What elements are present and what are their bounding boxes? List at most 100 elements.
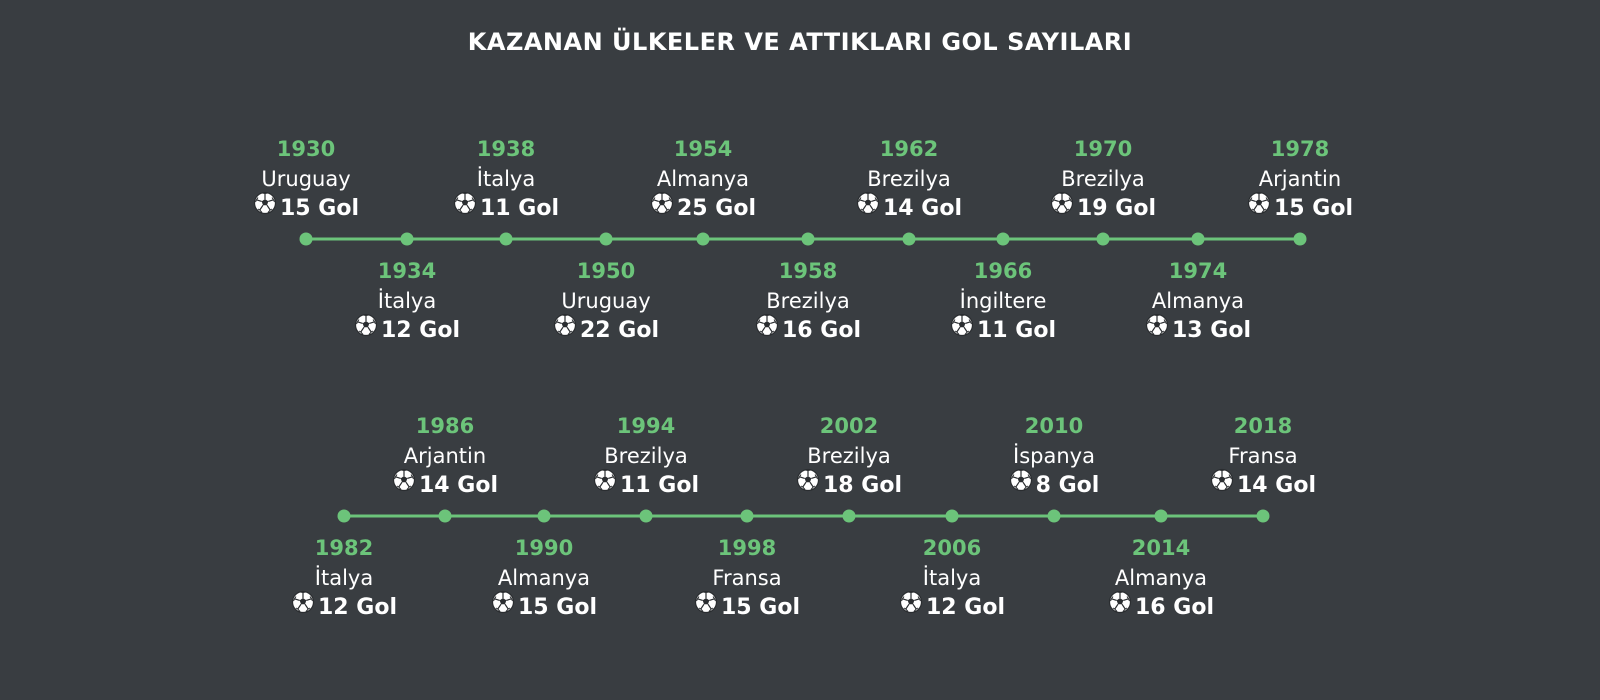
event-country: İngiltere [959, 289, 1047, 313]
event-goals: 11 Gol [918, 313, 1088, 346]
soccer-ball-icon [950, 313, 974, 346]
event-goals-text: 8 Gol [1035, 473, 1100, 498]
soccer-ball-icon [1247, 191, 1271, 224]
soccer-ball-icon [291, 590, 315, 623]
event-country: Almanya [656, 167, 750, 191]
infographic-title: KAZANAN ÜLKELER VE ATTIKLARI GOL SAYILAR… [467, 28, 1133, 56]
timeline-event: 1966 İngiltere 11 Gol [918, 256, 1088, 346]
event-goals: 15 Gol [221, 191, 391, 224]
event-goals: 12 Gol [322, 313, 492, 346]
event-goals-text: 11 Gol [480, 196, 559, 221]
event-country: Almanya [1114, 566, 1208, 590]
event-country: Arjantin [1258, 167, 1342, 191]
event-goals: 13 Gol [1113, 313, 1283, 346]
soccer-ball-icon [1210, 468, 1234, 501]
soccer-ball-icon [392, 468, 416, 501]
event-year: 1950 [576, 259, 636, 283]
event-goals-text: 22 Gol [580, 318, 659, 343]
timeline-dot [299, 232, 313, 246]
soccer-ball-icon [1009, 468, 1033, 501]
soccer-ball-icon [1145, 313, 1169, 346]
event-country: İtalya [922, 566, 982, 590]
event-goals-text: 15 Gol [721, 595, 800, 620]
event-goals-text: 14 Gol [1237, 473, 1316, 498]
timeline-event: 1994 Brezilya 11 Gol [561, 411, 731, 501]
event-goals-text: 14 Gol [883, 196, 962, 221]
timeline-event: 2002 Brezilya 18 Gol [764, 411, 934, 501]
event-year: 1934 [377, 259, 437, 283]
timeline-event: 1970 Brezilya 19 Gol [1018, 134, 1188, 224]
soccer-ball-icon [593, 468, 617, 501]
event-goals: 14 Gol [360, 468, 530, 501]
event-goals-text: 14 Gol [419, 473, 498, 498]
event-goals: 18 Gol [764, 468, 934, 501]
timeline-event: 1990 Almanya 15 Gol [459, 533, 629, 623]
timeline-event: 1938 İtalya 11 Gol [421, 134, 591, 224]
event-goals: 8 Gol [969, 468, 1139, 501]
event-goals-text: 11 Gol [977, 318, 1056, 343]
event-year: 1990 [514, 536, 574, 560]
event-goals-text: 15 Gol [280, 196, 359, 221]
event-country: Uruguay [261, 167, 351, 191]
event-year: 2006 [922, 536, 982, 560]
soccer-ball-icon [650, 191, 674, 224]
event-country: Brezilya [604, 444, 688, 468]
event-goals-text: 18 Gol [823, 473, 902, 498]
timeline-event: 1950 Uruguay 22 Gol [521, 256, 691, 346]
timeline-dot [1154, 509, 1168, 523]
event-goals: 16 Gol [723, 313, 893, 346]
timeline-event: 2018 Fransa 14 Gol [1178, 411, 1348, 501]
event-goals-text: 19 Gol [1077, 196, 1156, 221]
event-country: İtalya [314, 566, 374, 590]
soccer-ball-icon [453, 191, 477, 224]
event-country: İtalya [476, 167, 536, 191]
timeline-dot [599, 232, 613, 246]
timeline-event: 1954 Almanya 25 Gol [618, 134, 788, 224]
timeline-dot [996, 232, 1010, 246]
timeline-dot [1191, 232, 1205, 246]
timeline-event: 1978 Arjantin 15 Gol [1215, 134, 1385, 224]
event-goals: 15 Gol [662, 590, 832, 623]
timeline-dot [1256, 509, 1270, 523]
event-goals-text: 11 Gol [620, 473, 699, 498]
timeline-dot [499, 232, 513, 246]
event-goals-text: 12 Gol [926, 595, 1005, 620]
event-goals-text: 13 Gol [1172, 318, 1251, 343]
timeline-event: 1974 Almanya 13 Gol [1113, 256, 1283, 346]
timeline-dot [696, 232, 710, 246]
event-goals-text: 15 Gol [518, 595, 597, 620]
event-goals: 11 Gol [421, 191, 591, 224]
timeline-dot [801, 232, 815, 246]
event-country: Fransa [1228, 444, 1298, 468]
event-year: 1966 [973, 259, 1033, 283]
timeline-dot [537, 509, 551, 523]
event-country: İspanya [1013, 444, 1095, 468]
event-year: 2010 [1024, 414, 1084, 438]
timeline-event: 1986 Arjantin 14 Gol [360, 411, 530, 501]
event-goals: 14 Gol [1178, 468, 1348, 501]
timeline-dot [337, 509, 351, 523]
timeline-dot [902, 232, 916, 246]
soccer-ball-icon [253, 191, 277, 224]
timeline-event: 2006 İtalya 12 Gol [867, 533, 1037, 623]
timeline-dot [1293, 232, 1307, 246]
event-goals: 22 Gol [521, 313, 691, 346]
event-country: Brezilya [867, 167, 951, 191]
soccer-ball-icon [553, 313, 577, 346]
event-year: 1974 [1168, 259, 1228, 283]
timeline-event: 1958 Brezilya 16 Gol [723, 256, 893, 346]
timeline-event: 1930 Uruguay 15 Gol [221, 134, 391, 224]
timeline-dot [1047, 509, 1061, 523]
event-country: Fransa [712, 566, 782, 590]
soccer-ball-icon [1050, 191, 1074, 224]
event-year: 1982 [314, 536, 374, 560]
soccer-ball-icon [856, 191, 880, 224]
timeline-dot [740, 509, 754, 523]
soccer-ball-icon [796, 468, 820, 501]
event-year: 1970 [1073, 137, 1133, 161]
soccer-ball-icon [491, 590, 515, 623]
timeline-event: 2014 Almanya 16 Gol [1076, 533, 1246, 623]
event-country: Brezilya [807, 444, 891, 468]
event-goals-text: 16 Gol [782, 318, 861, 343]
timeline-dot [639, 509, 653, 523]
